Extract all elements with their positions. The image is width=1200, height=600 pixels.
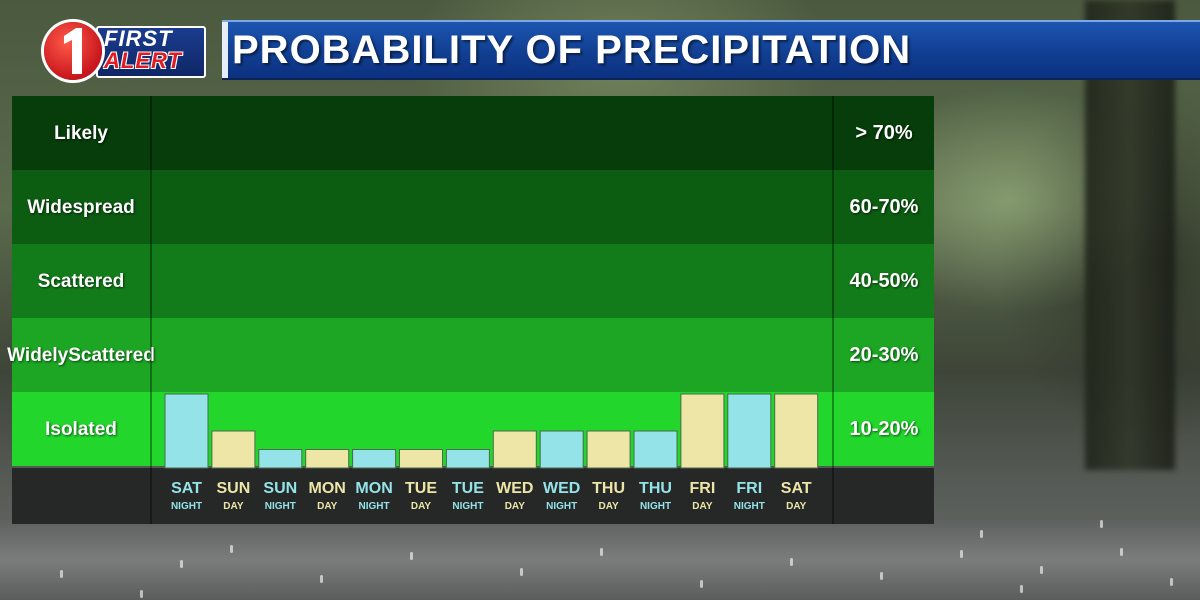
tick-label-day: FRI <box>690 480 716 497</box>
tick-label-period: NIGHT <box>171 501 202 512</box>
bar-mon-day <box>305 449 350 469</box>
tick-label-day: FRI <box>736 480 762 497</box>
tick-label-period: DAY <box>223 501 244 512</box>
rain-drop <box>1170 578 1173 586</box>
tick-label-day: THU <box>639 480 672 497</box>
bar-sat-night <box>164 393 209 469</box>
tick-label-period: DAY <box>411 501 432 512</box>
tick-label-day: SAT <box>781 480 812 497</box>
tick-label-period: NIGHT <box>546 501 577 512</box>
bar-fri-night <box>727 393 772 469</box>
chart-plot: SAT NIGHT SUN DAY SUN NIGHT MON DAY MON NIGHT TUE D… <box>164 393 819 512</box>
first-alert-logo: FIRST ALERT <box>44 20 206 82</box>
rain-drop <box>1020 585 1023 593</box>
bar-sat-day <box>774 393 819 469</box>
rain-drop <box>600 548 603 556</box>
page-title: PROBABILITY OF PRECIPITATION <box>232 28 912 72</box>
rain-drop <box>60 570 63 578</box>
tick-label-period: NIGHT <box>265 501 296 512</box>
tick-label-day: TUE <box>405 480 437 497</box>
bar-sun-night <box>258 449 303 469</box>
logo-alert-text: ALERT <box>104 48 182 73</box>
tick-label-period: NIGHT <box>452 501 483 512</box>
bar-wed-day <box>492 430 537 469</box>
bar-sun-day <box>211 430 256 469</box>
tick-label-day: MON <box>355 480 392 497</box>
band-scattered: Scattered 40-50% <box>12 244 934 318</box>
bar-tue-day <box>399 449 443 469</box>
logo-box <box>96 26 206 78</box>
bar-thu-day <box>586 430 631 469</box>
tick-label-day: THU <box>592 480 625 497</box>
right-divider <box>832 96 834 524</box>
tick-label-period: DAY <box>505 501 526 512</box>
precipitation-chart: Likely > 70% Widespread 60-70% Scattered 40-5… <box>7 96 934 524</box>
band-range: 10-20% <box>849 417 919 440</box>
axis-row <box>12 468 934 524</box>
band-range: 60-70% <box>849 195 919 218</box>
tick-label-period: NIGHT <box>359 501 390 512</box>
logo-first-text: FIRST <box>104 26 173 51</box>
bar-thu-night <box>633 430 678 469</box>
bar-wed-night <box>539 430 584 469</box>
rain-drop <box>230 545 233 553</box>
band-label: Widely Scattered <box>7 344 155 366</box>
title-banner: PROBABILITY OF PRECIPITATION <box>222 20 1200 80</box>
bar-tue-night <box>445 449 490 469</box>
rain-drop <box>140 590 143 598</box>
rain-drop <box>960 550 963 558</box>
rain-drop <box>320 575 323 583</box>
bar-fri-day <box>680 393 725 469</box>
band-range: > 70% <box>855 121 913 144</box>
rain-drop <box>790 558 793 566</box>
tick-label-period: DAY <box>317 501 338 512</box>
tick-label-period: DAY <box>598 501 619 512</box>
band-label: Likely <box>54 122 108 144</box>
band-label: Scattered <box>37 270 125 292</box>
left-divider <box>150 96 152 524</box>
background-road <box>0 520 1200 600</box>
rain-drop <box>520 568 523 576</box>
tick-label-day: WED <box>543 480 580 497</box>
band-label: Widespread <box>27 196 135 218</box>
tick-label-day: WED <box>496 480 533 497</box>
tick-label-period: NIGHT <box>640 501 671 512</box>
tick-label-day: SUN <box>263 480 297 497</box>
tick-label-day: MON <box>309 480 346 497</box>
band-widely-scattered: Widely Scattered 20-30% <box>7 318 934 392</box>
rain-drop <box>1120 548 1123 556</box>
band-widespread: Widespread 60-70% <box>12 170 934 244</box>
logo-numeral-icon <box>64 28 82 74</box>
title-accent <box>222 22 228 78</box>
rain-drop <box>410 552 413 560</box>
tick-label-period: NIGHT <box>734 501 765 512</box>
rain-drop <box>880 572 883 580</box>
rain-drop <box>1100 520 1103 528</box>
band-range: 20-30% <box>849 343 919 366</box>
rain-drop <box>700 580 703 588</box>
tick-label-period: DAY <box>786 501 807 512</box>
rain-drop <box>1040 566 1043 574</box>
tick-label-period: DAY <box>692 501 713 512</box>
band-likely: Likely > 70% <box>12 96 934 170</box>
bar-mon-night <box>352 449 397 469</box>
tick-label-day: SAT <box>171 480 202 497</box>
band-label: Isolated <box>45 418 117 440</box>
band-range: 40-50% <box>849 269 919 292</box>
rain-drop <box>980 530 983 538</box>
tick-label-day: SUN <box>217 480 251 497</box>
rain-drop <box>180 560 183 568</box>
tick-label-day: TUE <box>452 480 484 497</box>
